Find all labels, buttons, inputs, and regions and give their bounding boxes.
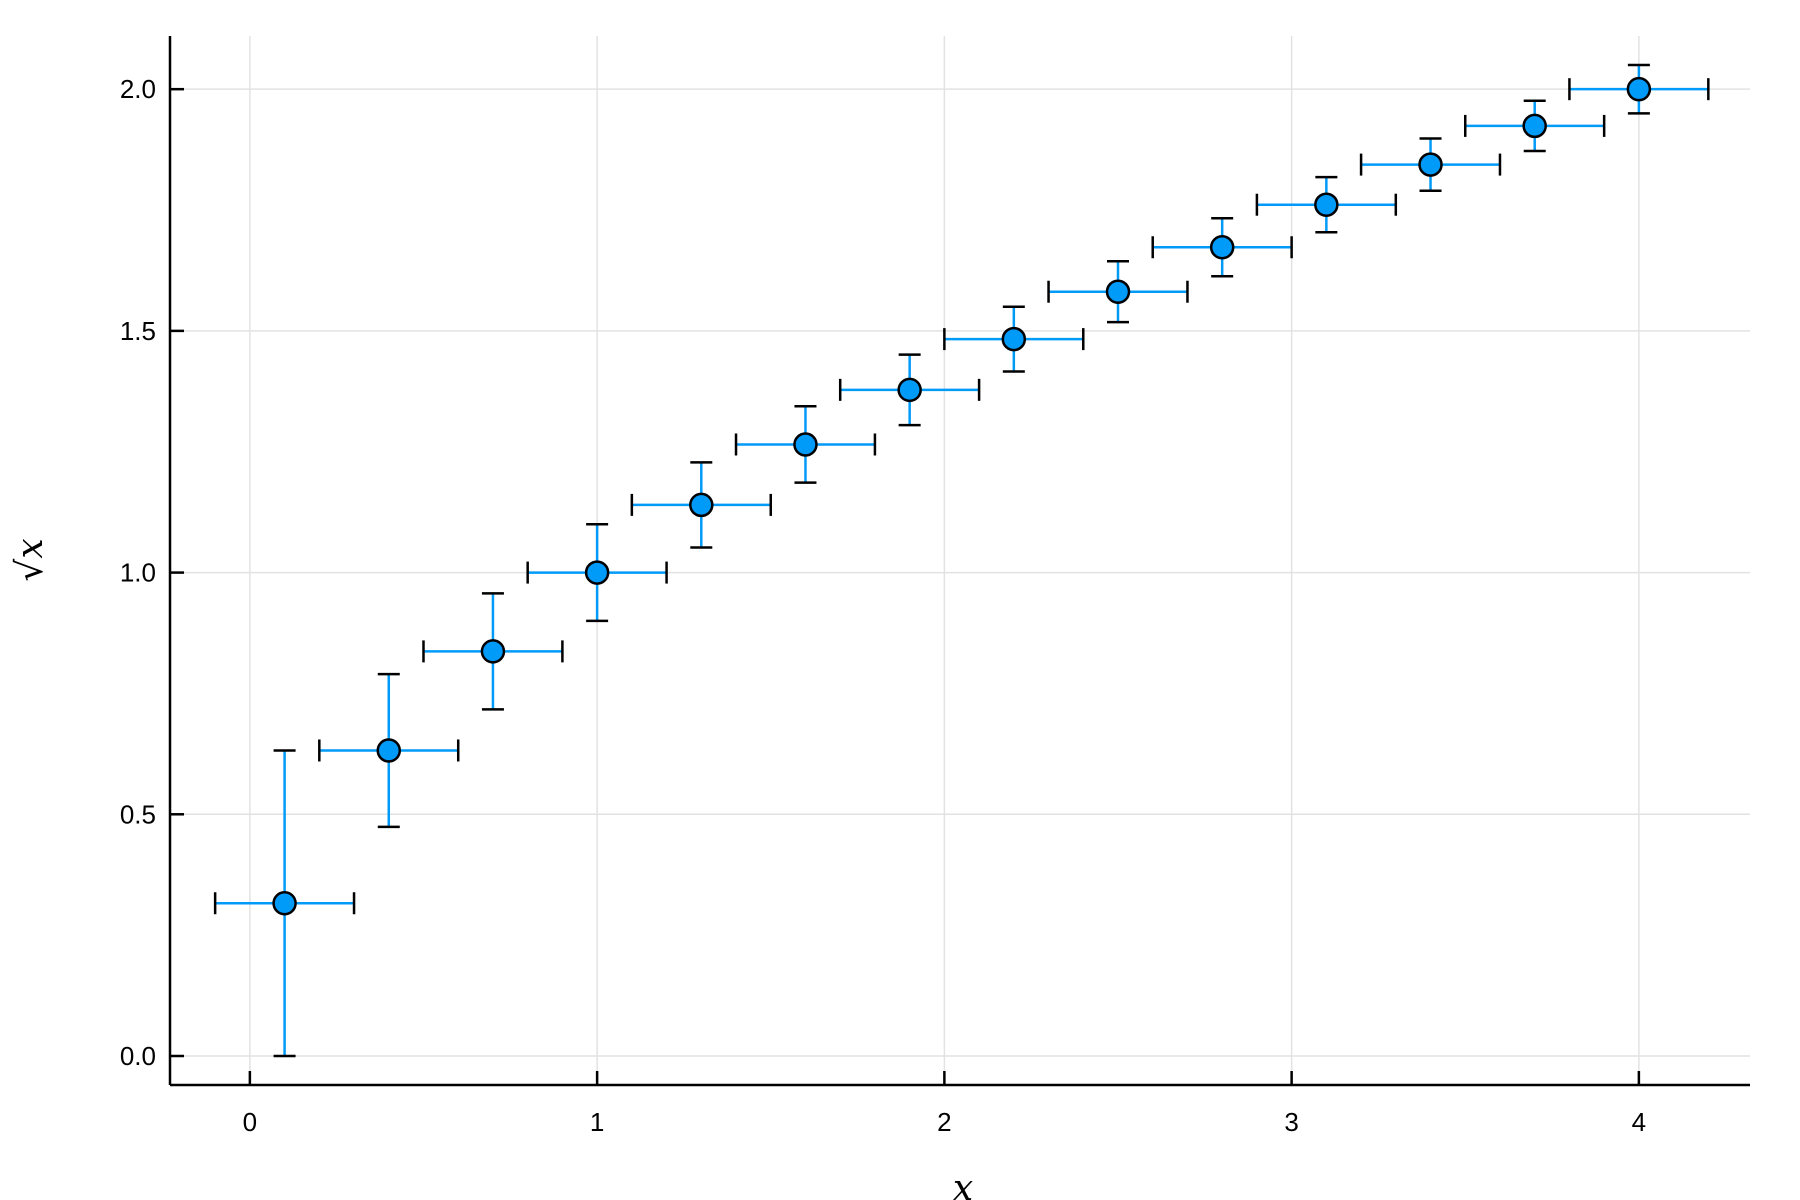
- y-tick-label: 1.0: [120, 558, 156, 588]
- data-point: [793, 432, 818, 457]
- data-point: [689, 492, 714, 518]
- data-point: [1105, 279, 1131, 304]
- x-tick-label: 0: [243, 1107, 257, 1137]
- data-point: [1001, 326, 1027, 352]
- data-point: [1522, 113, 1547, 139]
- x-tick-label: 2: [937, 1107, 951, 1137]
- y-tick-label: 2.0: [120, 74, 156, 104]
- axes-layer: [168, 36, 1750, 1087]
- y-axis-title: √x: [10, 538, 51, 581]
- data-point: [376, 738, 402, 763]
- error-bars-layer: [213, 63, 1710, 1058]
- x-tick-label: 3: [1284, 1107, 1298, 1137]
- data-point: [480, 639, 506, 664]
- y-tick-label: 0.5: [120, 799, 156, 829]
- data-point: [897, 377, 922, 403]
- data-point: [272, 890, 297, 916]
- y-tick-label: 1.5: [120, 316, 156, 346]
- points-layer: [272, 76, 1652, 916]
- x-tick-label: 4: [1632, 1107, 1646, 1137]
- data-point: [584, 560, 610, 585]
- grid-layer: [170, 36, 1750, 1085]
- data-point: [1418, 152, 1443, 177]
- x-tick-label: 1: [590, 1107, 604, 1137]
- data-point: [1314, 192, 1339, 217]
- y-tick-label: 0.0: [120, 1041, 156, 1071]
- ticks-layer: 0 1 2 3 4 0.0 0.5 1.0 1.5 2.0: [120, 74, 1646, 1137]
- x-axis-title: x: [953, 1168, 973, 1200]
- data-point: [1209, 235, 1235, 260]
- data-point: [1626, 76, 1652, 102]
